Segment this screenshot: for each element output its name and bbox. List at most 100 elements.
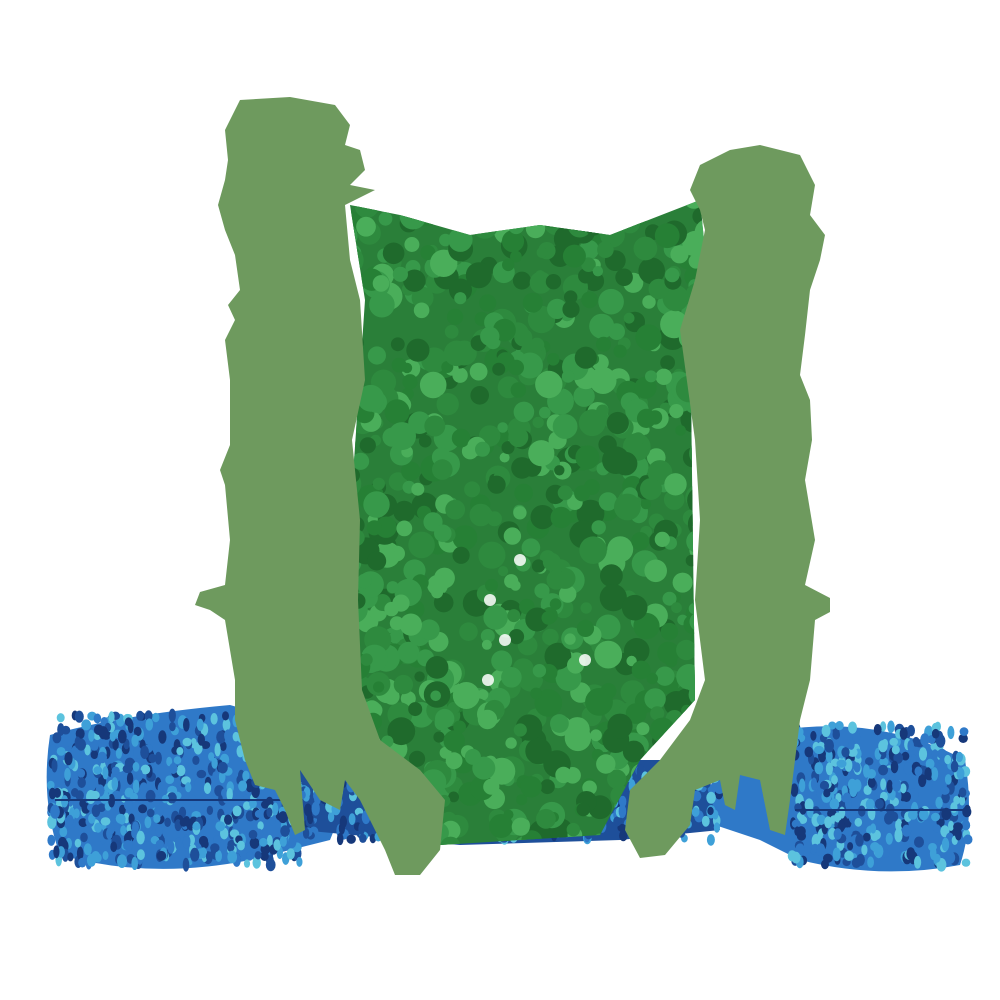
pore-wall-left-cross-section [195,97,445,875]
lipid-head [266,807,273,818]
lipid-head [169,763,178,774]
residue-blob [408,702,423,717]
residue-blob [650,706,665,721]
lipid-head [887,720,895,734]
lipid-head [88,729,95,742]
lipid-head [944,774,952,785]
lipid-head [272,802,279,816]
residue-blob [414,671,425,682]
lipid-head [138,804,148,814]
residue-blob [530,504,555,530]
residue-blob [581,257,596,273]
lipid-head [67,852,74,862]
lipid-head [931,812,940,822]
lipid-head [339,815,347,828]
lipid-head [947,725,955,740]
lipid-head [224,729,232,742]
lipid-head [172,778,182,787]
lipid-head [136,710,145,721]
lipid-head [847,842,854,851]
residue-blob [664,267,680,283]
residue-blob [554,465,565,476]
lipid-head [242,770,250,782]
lipid-head [97,751,107,764]
residue-blob [598,288,624,315]
lipid-head [81,719,92,731]
residue-blob [372,477,385,490]
residue-blob [396,520,413,537]
residue-blob [425,656,449,679]
residue-blob [544,642,572,670]
residue-blob [589,313,615,339]
lipid-head [111,766,120,775]
pore-gap [579,654,591,666]
residue-blob [676,664,702,690]
lipid-head [914,766,923,777]
residue-blob [671,602,682,614]
lipid-head [959,795,966,806]
residue-blob [502,258,515,272]
residue-blob [384,399,410,425]
pore-gap [482,674,494,686]
lipid-head [49,744,56,754]
lipid-head [136,849,145,861]
residue-blob [555,766,572,784]
residue-blob [574,485,591,502]
lipid-head [254,809,264,818]
residue-blob [388,422,416,451]
residue-blob [607,536,634,563]
residue-blob [561,370,575,383]
residue-blob [621,200,650,227]
lipid-head [865,757,874,766]
lipid-head [229,829,240,838]
residue-blob [672,572,693,593]
lipid-head [217,761,228,774]
residue-blob [564,633,576,645]
residue-blob [390,337,405,352]
residue-blob [503,809,514,820]
lipid-head [190,847,200,862]
lipid-head [865,798,875,810]
residue-blob [622,740,645,763]
residue-blob [477,689,489,701]
residue-blob [483,778,500,795]
residue-blob [392,266,408,282]
residue-blob [607,713,633,739]
lipid-head [311,801,320,816]
residue-blob [508,359,524,376]
residue-blob [461,200,474,208]
lipid-head [117,729,127,744]
lipid-head [935,734,946,748]
lipid-head [146,808,155,818]
lipid-head [152,712,160,723]
lipid-head [249,837,260,849]
residue-blob [631,532,650,551]
residue-blob [640,478,662,500]
lipid-head [208,752,215,761]
lipid-head [804,746,814,758]
residue-blob [604,204,622,221]
residue-blob [619,209,632,222]
lipid-head [327,811,335,823]
lipid-head [852,732,861,743]
lipid-head [824,816,832,829]
residue-blob [413,302,430,319]
lipid-head [618,804,627,819]
lipid-head [139,782,148,794]
residue-blob [359,437,376,454]
lipid-head [133,726,142,737]
lipid-head [348,813,356,825]
lipid-head [346,834,356,844]
lipid-head [56,747,66,756]
residue-blob [521,538,541,557]
residue-blob [469,362,488,381]
lipid-head [880,778,887,791]
residue-blob [501,441,515,455]
lipid-head [206,805,214,816]
lipid-head [123,840,133,851]
lipid-head [925,758,935,770]
residue-blob [595,614,621,640]
lipid-head [870,823,877,834]
lipid-head [810,777,818,791]
residue-blob [654,531,670,548]
